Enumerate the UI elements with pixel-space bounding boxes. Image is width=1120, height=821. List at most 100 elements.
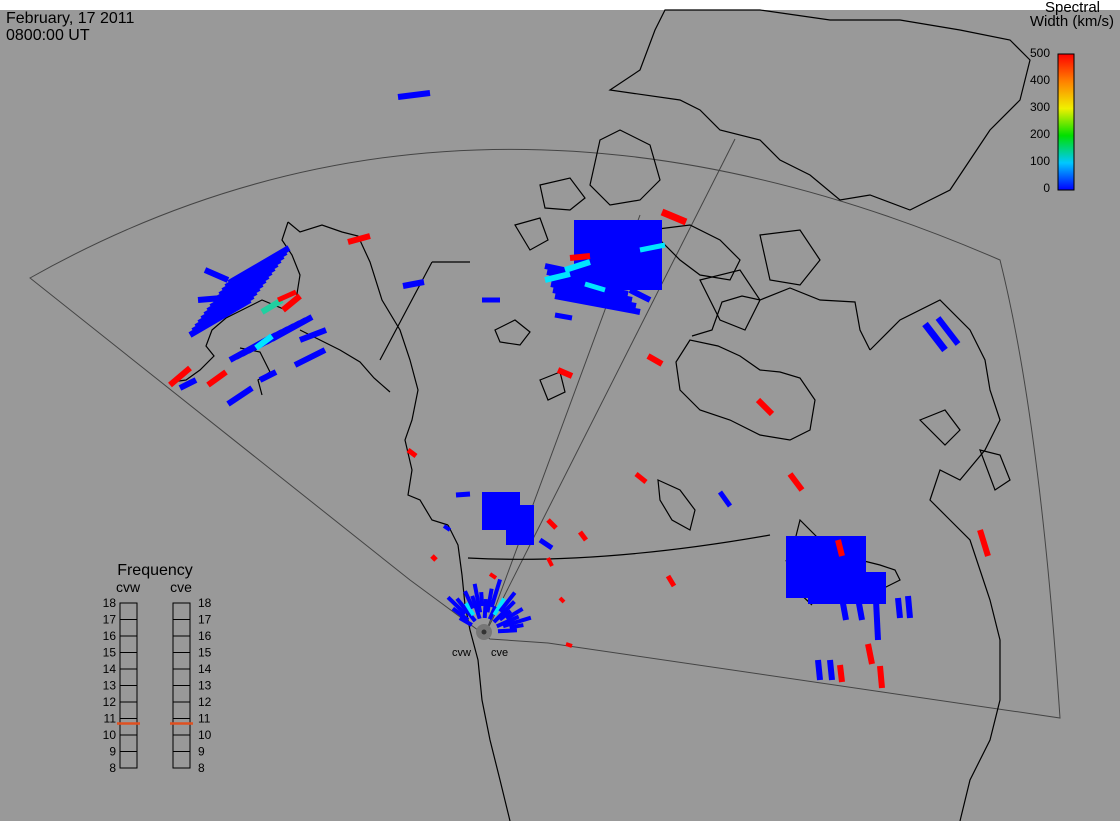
frequency-title: Frequency bbox=[117, 562, 193, 579]
backscatter-cell bbox=[168, 365, 192, 388]
frequency-cell bbox=[119, 619, 138, 637]
colorbar-tick: 0 bbox=[1043, 181, 1050, 195]
backscatter-cell bbox=[839, 597, 849, 621]
backscatter-cell bbox=[564, 259, 591, 273]
backscatter-cell bbox=[463, 590, 475, 610]
frequency-tick: 18 bbox=[198, 596, 212, 610]
backscatter-cell bbox=[498, 609, 513, 622]
backscatter-cell bbox=[495, 614, 520, 629]
frequency-cell bbox=[172, 718, 191, 736]
backscatter-cell bbox=[227, 245, 291, 286]
backscatter-cell bbox=[479, 591, 485, 607]
colorbar-tick: 400 bbox=[1030, 73, 1050, 87]
backscatter-cell bbox=[935, 316, 961, 346]
backscatter-cell bbox=[492, 600, 516, 624]
frequency-tick: 17 bbox=[198, 613, 212, 627]
backscatter-cell bbox=[451, 606, 470, 622]
backscatter-cell bbox=[226, 385, 254, 407]
backscatter-cell bbox=[347, 233, 371, 245]
colorbar-tick: 100 bbox=[1030, 154, 1050, 168]
colorbar-tick: 300 bbox=[1030, 100, 1050, 114]
backscatter-cell bbox=[578, 530, 588, 542]
backscatter-cell bbox=[489, 578, 502, 608]
backscatter-cell bbox=[665, 574, 677, 588]
backscatter-cell bbox=[755, 397, 775, 417]
backscatter-cell bbox=[178, 377, 198, 391]
backscatter-cell bbox=[206, 369, 228, 388]
backscatter-cell bbox=[488, 572, 498, 580]
backscatter-cell bbox=[446, 595, 467, 616]
date-label: February, 17 2011 bbox=[6, 10, 135, 27]
backscatter-cell bbox=[787, 472, 805, 492]
backscatter-patch bbox=[506, 505, 534, 545]
frequency-cell bbox=[119, 751, 138, 769]
frequency-cell bbox=[172, 602, 191, 620]
backscatter-cell bbox=[298, 327, 328, 343]
backscatter-cell bbox=[855, 597, 865, 621]
colorbar-title-line2: Width (km/s) bbox=[1029, 13, 1114, 30]
backscatter-cell bbox=[660, 208, 688, 226]
backscatter-cell bbox=[835, 539, 845, 557]
backscatter-cell bbox=[276, 289, 298, 303]
frequency-tick: 11 bbox=[198, 712, 211, 726]
backscatter-cell bbox=[552, 287, 637, 309]
frequency-tick: 10 bbox=[103, 728, 117, 742]
frequency-tick: 18 bbox=[103, 596, 117, 610]
frequency-tick: 13 bbox=[103, 679, 117, 693]
backscatter-cell bbox=[197, 295, 223, 303]
backscatter-cell bbox=[922, 321, 948, 353]
frequency-cell bbox=[172, 652, 191, 670]
backscatter-cell bbox=[455, 491, 471, 498]
backscatter-cell bbox=[464, 602, 476, 617]
backscatter-cell bbox=[402, 279, 425, 289]
colorbar-tick: 500 bbox=[1030, 46, 1050, 60]
frequency-cell bbox=[172, 685, 191, 703]
backscatter-cell bbox=[482, 598, 488, 619]
frequency-cell bbox=[172, 635, 191, 653]
backscatter-cell bbox=[485, 588, 494, 613]
time-label: 0800:00 UT bbox=[6, 27, 90, 44]
frequency-tick: 14 bbox=[198, 662, 212, 676]
backscatter-cell bbox=[877, 665, 885, 689]
backscatter-cell bbox=[430, 554, 438, 562]
backscatter-cell bbox=[827, 659, 835, 681]
backscatter-cell bbox=[717, 490, 733, 508]
backscatter-cell bbox=[538, 537, 554, 551]
frequency-column-label: cve bbox=[170, 579, 192, 595]
frequency-cell bbox=[119, 652, 138, 670]
backscatter-cell bbox=[837, 664, 845, 683]
backscatter-cell bbox=[270, 314, 314, 342]
frequency-cell bbox=[119, 685, 138, 703]
backscatter-cell bbox=[472, 583, 483, 613]
backscatter-cell bbox=[281, 293, 302, 313]
backscatter-cell bbox=[565, 642, 573, 648]
frequency-tick: 8 bbox=[198, 761, 205, 775]
backscatter-cell bbox=[458, 616, 473, 627]
frequency-cell bbox=[119, 701, 138, 719]
colorbar-tick: 200 bbox=[1030, 127, 1050, 141]
backscatter-cell bbox=[406, 448, 418, 458]
backscatter-cell bbox=[977, 529, 991, 557]
radar-site-center bbox=[481, 629, 487, 635]
backscatter-cell bbox=[470, 595, 482, 620]
backscatter-cell bbox=[497, 628, 518, 634]
frequency-tick: 8 bbox=[109, 761, 116, 775]
frequency-cell bbox=[172, 751, 191, 769]
colorbar-gradient bbox=[1057, 53, 1075, 191]
frequency-tick: 9 bbox=[109, 745, 116, 759]
backscatter-cell bbox=[505, 607, 524, 621]
frequency-tick: 10 bbox=[198, 728, 212, 742]
frequency-tick: 16 bbox=[103, 629, 117, 643]
backscatter-cell bbox=[455, 597, 477, 623]
backscatter-cell bbox=[646, 353, 664, 367]
backscatter-cell bbox=[554, 312, 573, 321]
frequency-tick: 14 bbox=[103, 662, 117, 676]
backscatter-cell bbox=[546, 518, 558, 530]
backscatter-cell bbox=[895, 597, 903, 619]
backscatter-cell bbox=[569, 253, 591, 261]
backscatter-cell bbox=[203, 267, 230, 283]
backscatter-patch bbox=[808, 572, 886, 604]
frequency-tick: 12 bbox=[103, 695, 117, 709]
backscatter-cell bbox=[293, 347, 327, 368]
